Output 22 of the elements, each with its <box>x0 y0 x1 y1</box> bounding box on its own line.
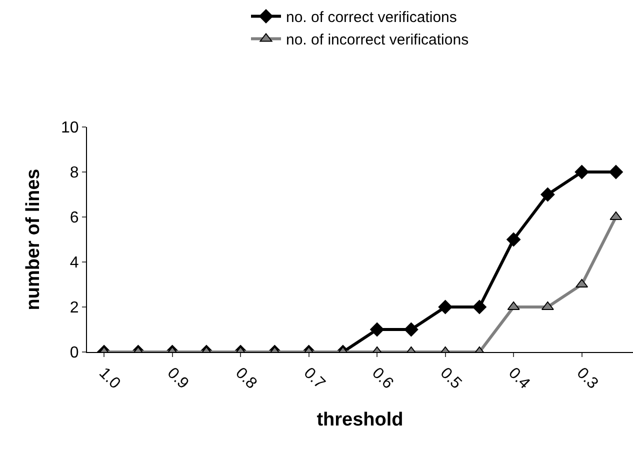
y-tick-label: 10 <box>61 120 79 137</box>
point <box>506 232 521 246</box>
point <box>608 165 623 179</box>
legend-label: no. of correct verifications <box>286 9 457 26</box>
x-tick-label: 0.8 <box>232 364 260 392</box>
x-axis-title: threshold <box>316 409 404 430</box>
y-tick-label: 4 <box>70 254 79 272</box>
x-tick-label: 0.3 <box>573 364 602 392</box>
y-axis-title: number of lines <box>23 168 44 310</box>
x-tick-label: 0.5 <box>436 364 465 392</box>
x-tick-label: 0.6 <box>368 364 396 392</box>
point <box>540 188 555 202</box>
y-tick-label: 0 <box>70 344 79 362</box>
y-tick-label: 2 <box>70 300 79 317</box>
x-tick-label: 0.9 <box>164 364 192 392</box>
point <box>574 165 589 179</box>
x-tick-label: 1.0 <box>96 364 124 392</box>
x-tick-label: 0.4 <box>505 364 533 392</box>
x-tick-label: 0.7 <box>300 364 328 392</box>
legend-label: no. of incorrect verifications <box>286 32 469 49</box>
y-tick-label: 8 <box>70 164 79 182</box>
y-tick-label: 6 <box>70 210 79 227</box>
